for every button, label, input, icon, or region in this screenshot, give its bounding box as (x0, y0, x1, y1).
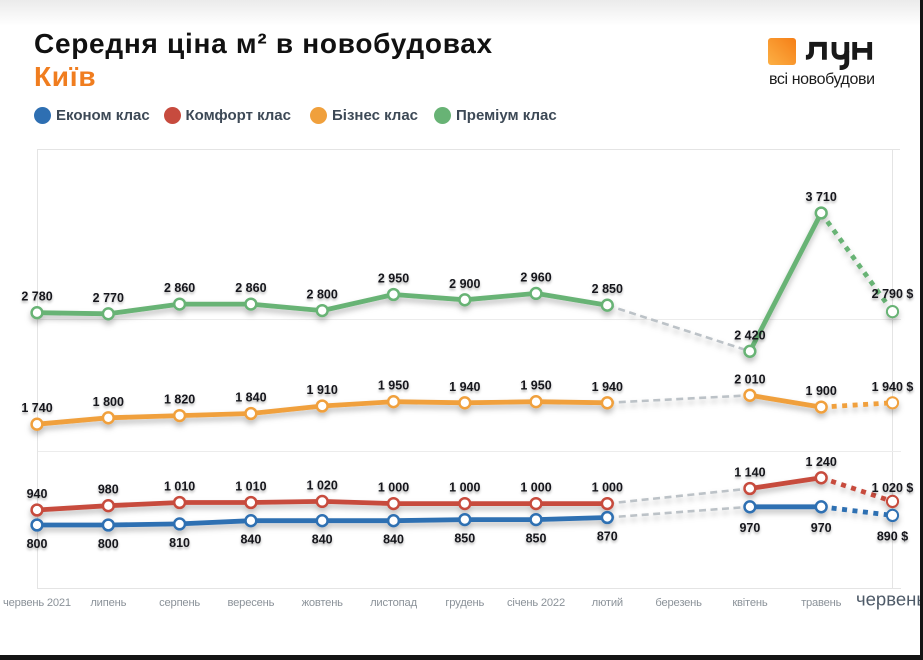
svg-text:870: 870 (597, 530, 618, 544)
svg-text:1 940 $: 1 940 $ (872, 380, 914, 394)
svg-text:2 900: 2 900 (449, 277, 480, 291)
svg-text:940: 940 (27, 487, 48, 501)
svg-text:970: 970 (811, 521, 832, 535)
svg-text:2 420: 2 420 (734, 328, 765, 342)
svg-text:1 840: 1 840 (235, 391, 266, 405)
svg-text:840: 840 (383, 533, 404, 547)
svg-text:1 010: 1 010 (235, 480, 266, 494)
svg-text:2 950: 2 950 (378, 272, 409, 286)
svg-text:вересень: вересень (228, 597, 275, 609)
svg-text:800: 800 (98, 537, 119, 551)
svg-text:1 240: 1 240 (806, 455, 837, 469)
svg-text:1 910: 1 910 (307, 383, 338, 397)
svg-text:1 940: 1 940 (449, 380, 480, 394)
svg-text:1 950: 1 950 (520, 379, 551, 393)
svg-text:1 800: 1 800 (93, 395, 124, 409)
svg-text:лютий: лютий (592, 597, 623, 609)
svg-text:2 960: 2 960 (520, 270, 551, 284)
svg-text:1 000: 1 000 (520, 481, 551, 495)
svg-text:1 950: 1 950 (378, 379, 409, 393)
svg-text:1 020 $: 1 020 $ (872, 481, 914, 495)
svg-text:970: 970 (739, 521, 760, 535)
svg-text:1 900: 1 900 (806, 384, 837, 398)
svg-text:1 020: 1 020 (307, 478, 338, 492)
svg-text:червень: червень (856, 589, 923, 610)
svg-text:810: 810 (169, 536, 190, 550)
svg-text:травень: травень (801, 597, 842, 609)
svg-text:840: 840 (312, 533, 333, 547)
svg-text:квітень: квітень (732, 597, 768, 609)
svg-text:1 000: 1 000 (592, 481, 623, 495)
svg-text:2 770: 2 770 (93, 291, 124, 305)
svg-text:грудень: грудень (445, 597, 484, 609)
svg-text:серпень: серпень (159, 597, 200, 609)
svg-text:1 010: 1 010 (164, 480, 195, 494)
svg-text:2 780: 2 780 (21, 290, 52, 304)
svg-text:2 790 $: 2 790 $ (872, 287, 914, 301)
svg-text:липень: липень (90, 597, 126, 609)
svg-text:2 800: 2 800 (307, 288, 338, 302)
svg-text:1 000: 1 000 (378, 481, 409, 495)
svg-text:січень 2022: січень 2022 (507, 597, 565, 609)
svg-text:1 940: 1 940 (592, 380, 623, 394)
svg-text:жовтень: жовтень (302, 597, 344, 609)
svg-text:2 850: 2 850 (592, 282, 623, 296)
svg-text:1 820: 1 820 (164, 393, 195, 407)
svg-text:2 010: 2 010 (734, 372, 765, 386)
svg-text:1 000: 1 000 (449, 481, 480, 495)
svg-text:890 $: 890 $ (877, 529, 908, 543)
svg-text:800: 800 (27, 537, 48, 551)
svg-text:850: 850 (454, 532, 475, 546)
svg-text:3 710: 3 710 (806, 190, 837, 204)
svg-text:980: 980 (98, 483, 119, 497)
svg-text:850: 850 (526, 532, 547, 546)
svg-text:2 860: 2 860 (164, 281, 195, 295)
svg-text:червень 2021: червень 2021 (3, 597, 71, 609)
svg-text:1 740: 1 740 (21, 401, 52, 415)
svg-text:березень: березень (655, 597, 702, 609)
svg-text:1 140: 1 140 (734, 466, 765, 480)
svg-text:840: 840 (240, 533, 261, 547)
svg-text:2 860: 2 860 (235, 281, 266, 295)
svg-text:листопад: листопад (370, 597, 417, 609)
